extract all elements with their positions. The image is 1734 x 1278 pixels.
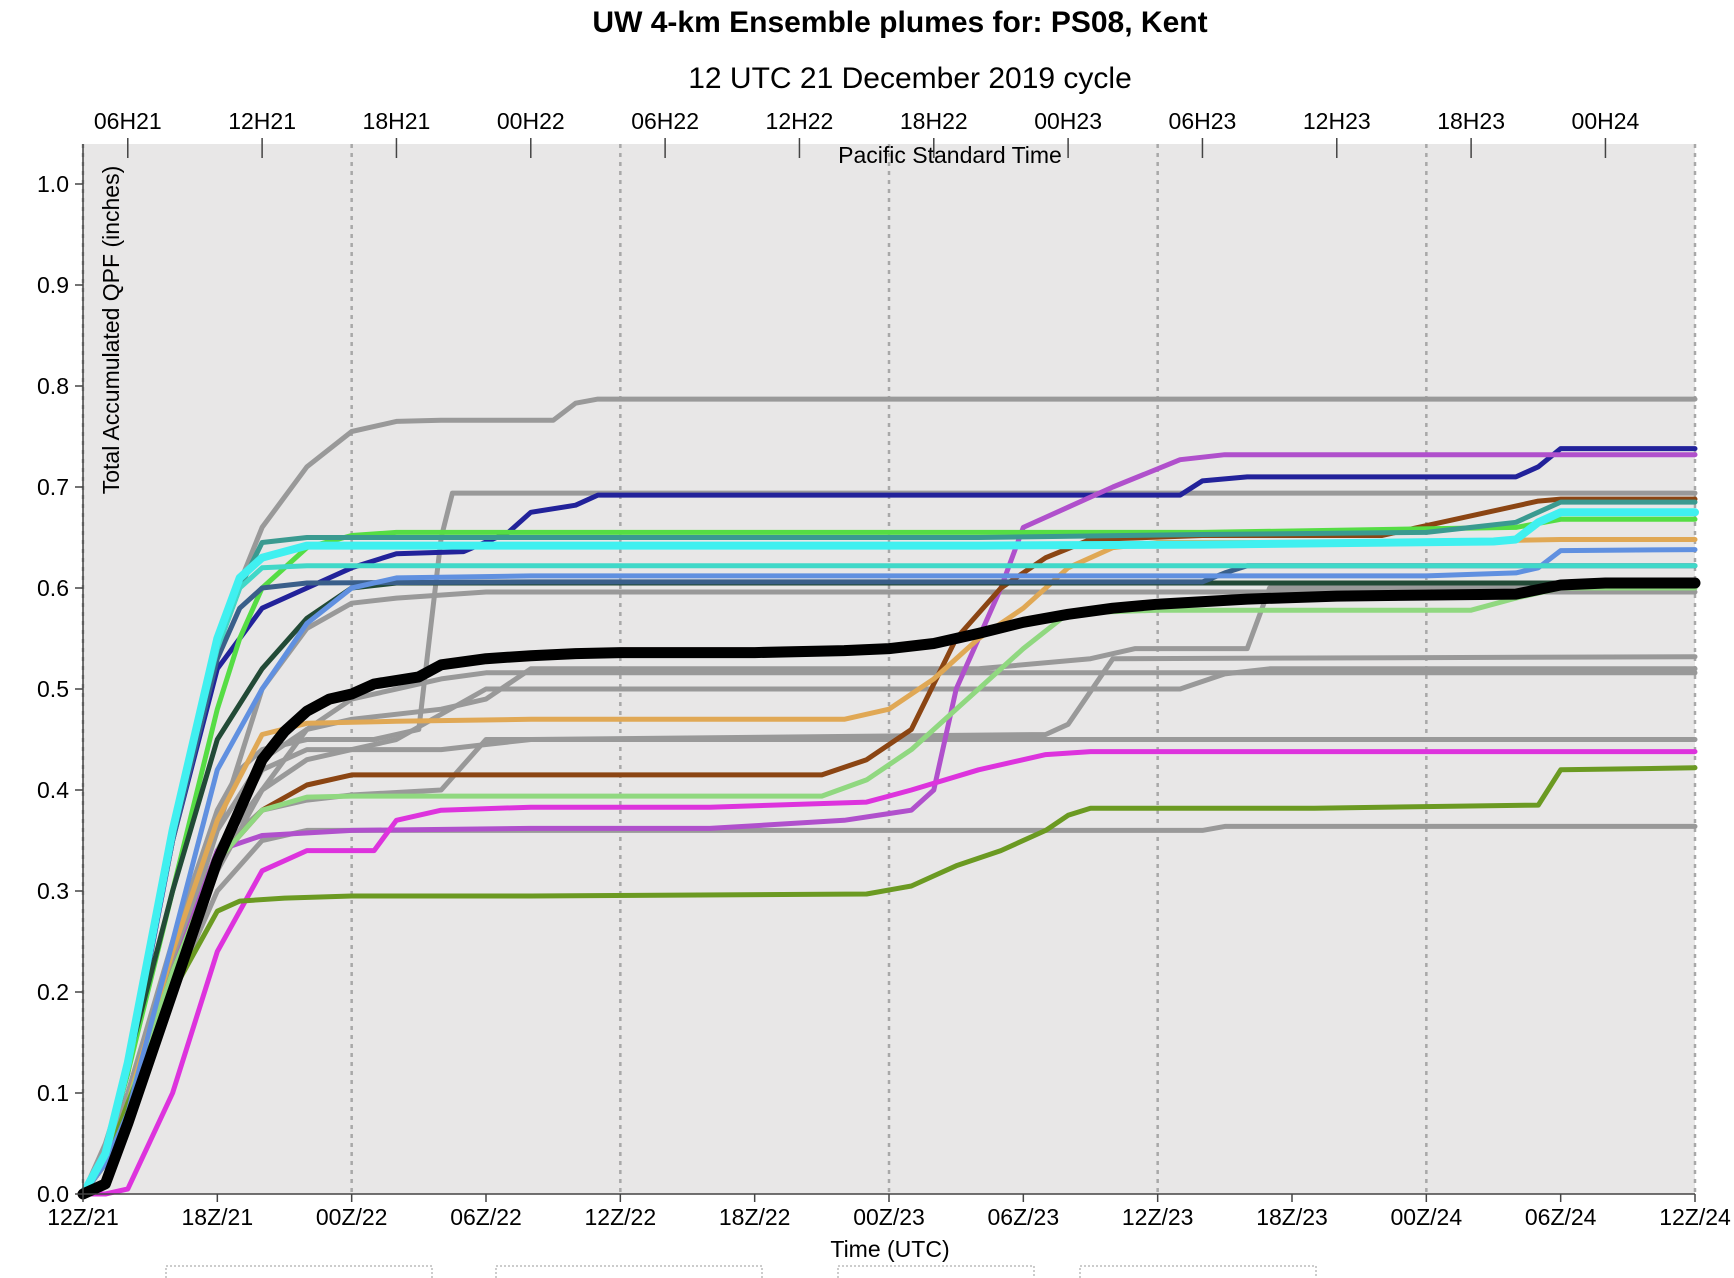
- y-axis-ticks: 0.0 0.1 0.2 0.3 0.4 0.5 0.6 0.7 0.8 0.9 1.0: [37, 171, 83, 1207]
- series-member-cyan: [79, 508, 1699, 1198]
- x-tick-label: 18Z/21: [182, 1204, 254, 1230]
- x-tick-label: 06Z/23: [988, 1204, 1060, 1230]
- x-tick-label: 12Z/23: [1122, 1204, 1194, 1230]
- chart-subtitle: 12 UTC 21 December 2019 cycle: [688, 62, 1132, 95]
- top-tick-label: 06H22: [631, 108, 699, 134]
- x-tick-label: 00Z/22: [316, 1204, 388, 1230]
- y-tick-label: 0.5: [37, 676, 69, 702]
- top-tick-label: 18H23: [1437, 108, 1505, 134]
- series-ensemble-mean: [77, 577, 1701, 1200]
- y-tick-label: 0.3: [37, 878, 69, 904]
- top-tick-label: 06H23: [1169, 108, 1237, 134]
- y-tick-label: 0.6: [37, 575, 69, 601]
- x-tick-label: 18Z/22: [719, 1204, 791, 1230]
- x-tick-label: 12Z/24: [1659, 1204, 1731, 1230]
- x-axis-ticks: 12Z/21 18Z/21 00Z/22 06Z/22 12Z/22 18Z/22 00Z/…: [47, 1194, 1731, 1230]
- top-tick-label: 12H21: [228, 108, 296, 134]
- chart-title: UW 4-km Ensemble plumes for: PS08, Kent: [592, 6, 1207, 39]
- series-layer: [77, 396, 1701, 1200]
- top-axis-ticks: 06H21 12H21 18H21 00H22 06H22 12H22 18H22 00H23…: [94, 108, 1640, 158]
- top-axis-label: Pacific Standard Time: [838, 142, 1062, 168]
- y-tick-label: 1.0: [37, 171, 69, 197]
- x-tick-label: 06Z/24: [1525, 1204, 1597, 1230]
- y-tick-label: 0.8: [37, 373, 69, 399]
- x-tick-label: 00Z/24: [1391, 1204, 1463, 1230]
- x-tick-label: 00Z/23: [853, 1204, 925, 1230]
- x-tick-label: 18Z/23: [1256, 1204, 1328, 1230]
- y-tick-label: 0.7: [37, 474, 69, 500]
- top-tick-label: 12H22: [766, 108, 834, 134]
- y-tick-label: 0.9: [37, 272, 69, 298]
- top-tick-label: 00H24: [1572, 108, 1640, 134]
- series-member-magenta: [80, 749, 1698, 1197]
- top-tick-label: 18H21: [363, 108, 431, 134]
- x-tick-label: 12Z/21: [47, 1204, 119, 1230]
- top-tick-label: 06H21: [94, 108, 162, 134]
- y-axis-label: Total Accumulated QPF (inches): [98, 166, 124, 495]
- series-member-cornflower: [80, 547, 1698, 1197]
- legend-box: [495, 1265, 763, 1278]
- legend-box: [1079, 1265, 1317, 1278]
- y-tick-label: 0.0: [37, 1181, 69, 1207]
- y-tick-label: 0.2: [37, 979, 69, 1005]
- x-tick-label: 06Z/22: [450, 1204, 522, 1230]
- legend-box: [165, 1265, 433, 1278]
- top-tick-label: 18H22: [900, 108, 968, 134]
- x-axis-label: Time (UTC): [830, 1236, 949, 1262]
- top-tick-label: 12H23: [1303, 108, 1371, 134]
- y-tick-label: 0.1: [37, 1080, 69, 1106]
- legend-stubs: [165, 1265, 1317, 1278]
- legend-box: [837, 1265, 1035, 1278]
- top-tick-label: 00H22: [497, 108, 565, 134]
- top-tick-label: 00H23: [1034, 108, 1102, 134]
- x-tick-label: 12Z/22: [585, 1204, 657, 1230]
- y-tick-label: 0.4: [37, 777, 69, 803]
